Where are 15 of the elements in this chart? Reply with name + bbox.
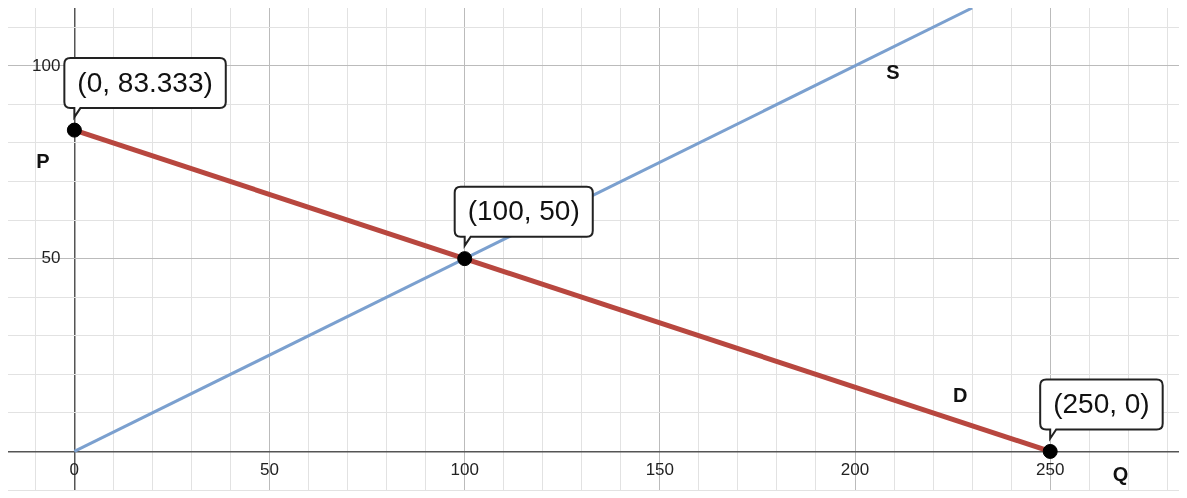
series-label: D bbox=[952, 384, 968, 407]
x-axis-title: Q bbox=[1112, 462, 1129, 485]
x-tick-label: 100 bbox=[450, 459, 479, 479]
point bbox=[457, 251, 473, 267]
series-label: S bbox=[886, 61, 900, 84]
x-tick-label: 200 bbox=[840, 459, 870, 479]
x-tick-label: 250 bbox=[1036, 459, 1065, 479]
point bbox=[66, 122, 82, 138]
point bbox=[1042, 443, 1058, 459]
annotation: (250, 0) bbox=[1053, 388, 1150, 420]
x-tick-label: 150 bbox=[645, 459, 675, 479]
x-tick-label: 50 bbox=[260, 459, 279, 479]
annotation: (100, 50) bbox=[467, 195, 580, 227]
annotation: (0, 83.333) bbox=[77, 66, 213, 98]
y-axis-title: P bbox=[36, 149, 50, 172]
